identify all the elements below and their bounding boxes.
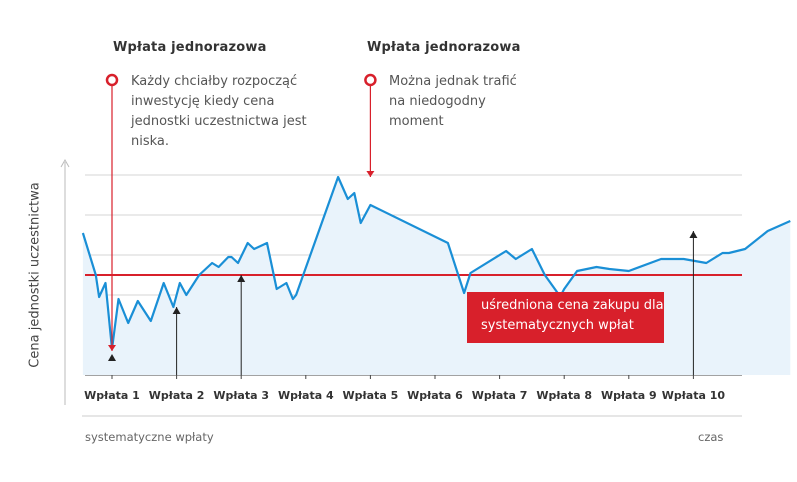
x-tick-label: Wpłata 2 — [148, 389, 205, 402]
annotation-leader-1-arrowhead — [108, 345, 116, 351]
x-tick-label: Wpłata 5 — [342, 389, 399, 402]
x-tick-label: Wpłata 10 — [661, 389, 726, 402]
x-tick-label: Wpłata 1 — [84, 389, 140, 402]
annotation-leader-2-arrowhead — [366, 171, 375, 177]
annotation-text-1: Każdy chciałby rozpocząć inwestycję kied… — [131, 74, 307, 149]
annotation-leader-2-marker — [364, 73, 377, 87]
purchase-arrowhead — [689, 231, 698, 238]
x-tick-label: Wpłata 7 — [471, 389, 528, 402]
x-tick-label: Wpłata 3 — [213, 389, 270, 402]
annotation-heading-1: Wpłata jednorazowa — [113, 40, 267, 55]
x-tick-label: Wpłata 6 — [407, 389, 463, 402]
annotation-heading-2: Wpłata jednorazowa — [367, 40, 521, 55]
price-line — [81, 175, 791, 351]
x-tick-label: Wpłata 4 — [277, 389, 334, 402]
x-caption-right: czas — [698, 430, 724, 444]
x-tick-label: Wpłata 9 — [600, 389, 657, 402]
annotation-leader-1-marker — [105, 73, 119, 87]
y-axis-arrow — [60, 158, 70, 168]
purchase-arrowhead — [237, 275, 246, 282]
x-tick-label: Wpłata 8 — [536, 389, 593, 402]
purchase-arrowhead — [172, 307, 181, 314]
average-price-label: uśredniona cena zakupu dla systematyczny… — [467, 292, 664, 343]
x-caption-left: systematyczne wpłaty — [85, 430, 214, 444]
annotation-text-2: Można jednak trafić na niedogodny moment — [389, 74, 517, 129]
purchase-arrowhead — [108, 354, 116, 361]
